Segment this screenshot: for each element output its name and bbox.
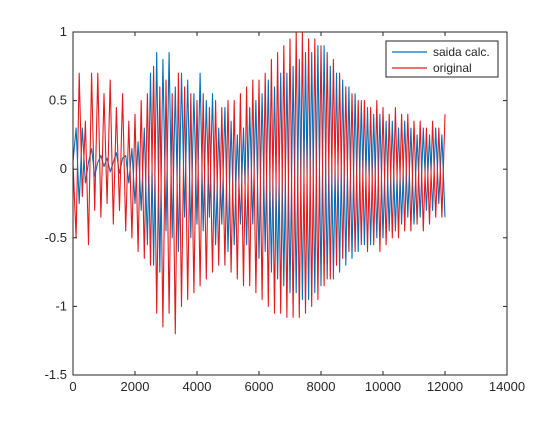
x-tick-label: 2000 xyxy=(121,379,150,394)
series-layer xyxy=(72,31,446,335)
axes-frame xyxy=(72,31,508,376)
x-tick-label: 8000 xyxy=(307,379,336,394)
y-tick-label: -0.5 xyxy=(45,230,67,245)
x-tick-label: 6000 xyxy=(245,379,274,394)
y-tick-label: 0 xyxy=(60,161,67,176)
y-tick-label: 1 xyxy=(60,24,67,39)
x-tick-label: 10000 xyxy=(365,379,401,394)
x-tick-label: 12000 xyxy=(427,379,463,394)
y-tick-label: -1 xyxy=(55,298,67,313)
legend-label-original: original xyxy=(433,61,472,75)
legend-box xyxy=(385,40,499,78)
y-tick-label: 0.5 xyxy=(49,93,67,108)
legend: saida calc. original xyxy=(385,40,499,78)
y-tick-label: -1.5 xyxy=(45,367,67,382)
axis-ticks: 0 2000 4000 6000 8000 10000 12000 14000 -1.5 -1 -0… xyxy=(45,24,525,394)
x-tick-label: 4000 xyxy=(183,379,212,394)
x-tick-label: 0 xyxy=(69,379,76,394)
x-tick-label: 14000 xyxy=(489,379,525,394)
legend-label-saida-calc: saida calc. xyxy=(433,45,490,59)
series-line-saida-calc xyxy=(72,45,446,301)
series-line-original xyxy=(72,31,446,335)
